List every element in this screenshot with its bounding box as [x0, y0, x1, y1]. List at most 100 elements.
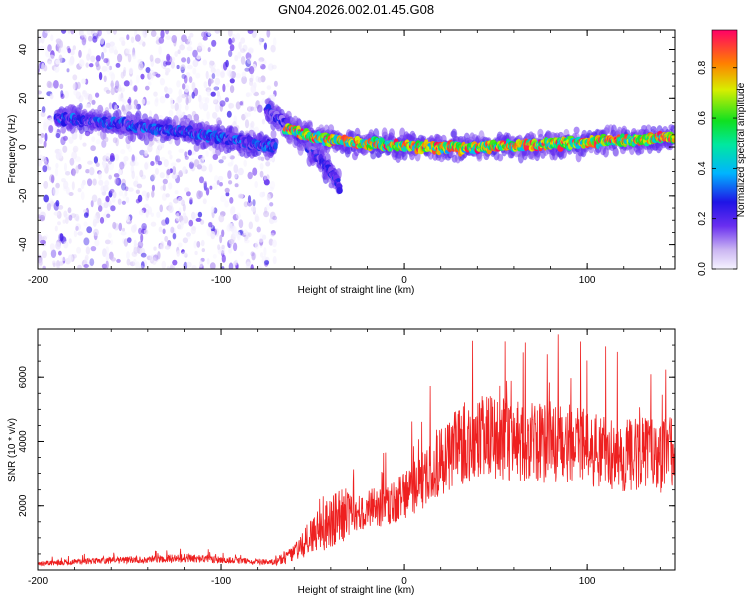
heatmap-noise-cell	[263, 247, 267, 257]
heatmap-noise-cell	[132, 259, 137, 266]
heatmap-noise-cell	[128, 67, 134, 75]
heatmap-noise-cell	[67, 48, 71, 54]
heatmap-noise-cell	[170, 162, 177, 167]
heatmap-noise-cell	[233, 174, 238, 179]
heatmap-noise-cell	[212, 154, 219, 160]
heatmap-noise-cell	[77, 231, 83, 236]
heatmap-noise-cell	[171, 173, 178, 180]
heatmap-noise-cell	[240, 48, 246, 53]
heatmap-noise-cell	[219, 247, 226, 254]
heatmap-noise-cell	[108, 174, 112, 180]
heatmap-noise-cell	[165, 30, 170, 35]
heatmap-noise-cell	[52, 262, 56, 268]
heatmap-noise-cell	[103, 75, 107, 83]
heatmap-noise-cell	[61, 256, 66, 262]
heatmap-noise-cell	[57, 221, 61, 226]
heatmap-noise-cell	[116, 258, 121, 263]
heatmap-noise-cell	[224, 200, 230, 208]
heatmap-noise-cell	[228, 248, 233, 254]
heatmap-noise-cell	[259, 233, 264, 240]
heatmap-noise-cell	[78, 49, 82, 58]
heatmap-noise-cell	[235, 101, 241, 110]
heatmap-noise-cell	[150, 221, 157, 227]
heatmap-noise-cell	[228, 50, 233, 57]
heatmap-noise-cell	[59, 47, 63, 53]
heatmap-noise-cell	[168, 205, 174, 214]
heatmap-noise-cell	[88, 35, 93, 42]
heatmap-noise-cell	[206, 89, 211, 97]
heatmap-noise-cell	[240, 37, 246, 44]
heatmap-noise-cell	[55, 151, 62, 161]
heatmap-noise-cell	[85, 246, 91, 255]
heatmap-noise-cell	[105, 42, 111, 48]
heatmap-noise-cell	[188, 76, 193, 83]
heatmap-noise-cell	[38, 90, 42, 95]
heatmap-noise-cell	[43, 140, 47, 148]
heatmap-noise-cell	[166, 53, 171, 62]
heatmap-noise-cell	[228, 180, 233, 185]
heatmap-noise-cell	[246, 57, 253, 64]
heatmap-noise-cell	[121, 104, 126, 111]
heatmap-noise-cell	[90, 55, 96, 63]
heatmap-noise-cell	[72, 145, 79, 153]
heatmap-noise-cell	[209, 60, 215, 66]
heatmap-noise-cell	[67, 254, 73, 263]
heatmap-noise-cell	[54, 167, 59, 177]
colorbar-label: Normalized spectral amplitude	[736, 82, 747, 217]
heatmap-noise-cell	[73, 82, 77, 90]
heatmap-noise-cell	[132, 54, 137, 60]
heatmap-noise-cell	[200, 219, 205, 225]
heatmap-noise-cell	[114, 104, 118, 111]
heatmap-noise-cell	[106, 30, 112, 35]
heatmap-noise-cell	[38, 154, 44, 162]
heatmap-noise-cell	[272, 249, 277, 253]
heatmap-noise-cell	[244, 112, 249, 119]
heatmap-noise-cell	[138, 209, 145, 216]
heatmap-noise-cell	[209, 185, 213, 190]
heatmap-noise-cell	[110, 239, 114, 245]
heatmap-noise-cell	[219, 234, 223, 244]
heatmap-noise-cell	[77, 187, 82, 193]
heatmap-noise-cell	[202, 36, 208, 41]
heatmap-noise-cell	[133, 246, 138, 255]
heatmap-noise-cell	[145, 67, 151, 73]
heatmap-noise-cell	[58, 250, 62, 256]
heatmap-noise-cell	[257, 76, 262, 83]
heatmap-noise-cell	[109, 41, 115, 47]
heatmap-noise-cell	[247, 112, 251, 117]
heatmap-noise-cell	[166, 169, 171, 175]
heatmap-noise-cell	[178, 207, 182, 214]
heatmap-noise-cell	[175, 212, 180, 222]
heatmap-noise-cell	[94, 239, 100, 247]
heatmap-noise-cell	[111, 45, 118, 54]
heatmap-noise-cell	[166, 265, 170, 269]
heatmap-noise-cell	[222, 83, 226, 93]
heatmap-noise-cell	[198, 94, 202, 103]
heatmap-noise-cell	[110, 205, 116, 212]
heatmap-noise-cell	[191, 265, 197, 269]
heatmap-noise-cell	[104, 180, 110, 187]
heatmap-noise-cell	[76, 246, 82, 254]
heatmap-noise-cell	[199, 260, 203, 268]
heatmap-noise-cell	[124, 190, 128, 197]
heatmap-noise-cell	[250, 121, 255, 128]
heatmap-noise-cell	[127, 53, 132, 63]
heatmap-noise-cell	[122, 69, 126, 77]
heatmap-noise-cell	[245, 261, 251, 269]
heatmap-noise-cell	[176, 64, 180, 70]
heatmap-ridge-halo	[115, 109, 122, 118]
heatmap-noise-cell	[144, 150, 148, 157]
heatmap-noise-cell	[169, 154, 173, 160]
heatmap-noise-cell	[102, 45, 107, 50]
heatmap-noise-cell	[82, 142, 87, 147]
heatmap-noise-cell	[49, 93, 54, 100]
heatmap-noise-cell	[59, 233, 64, 242]
snr-y-tick-label: 6000	[18, 366, 29, 389]
heatmap-noise-cell	[68, 214, 73, 221]
heatmap-noise-cell	[154, 98, 159, 107]
heatmap-noise-cell	[44, 30, 51, 34]
heatmap-noise-cell	[187, 149, 192, 156]
heatmap-noise-cell	[62, 219, 66, 224]
heatmap-noise-cell	[208, 78, 214, 84]
heatmap-noise-cell	[42, 165, 48, 173]
